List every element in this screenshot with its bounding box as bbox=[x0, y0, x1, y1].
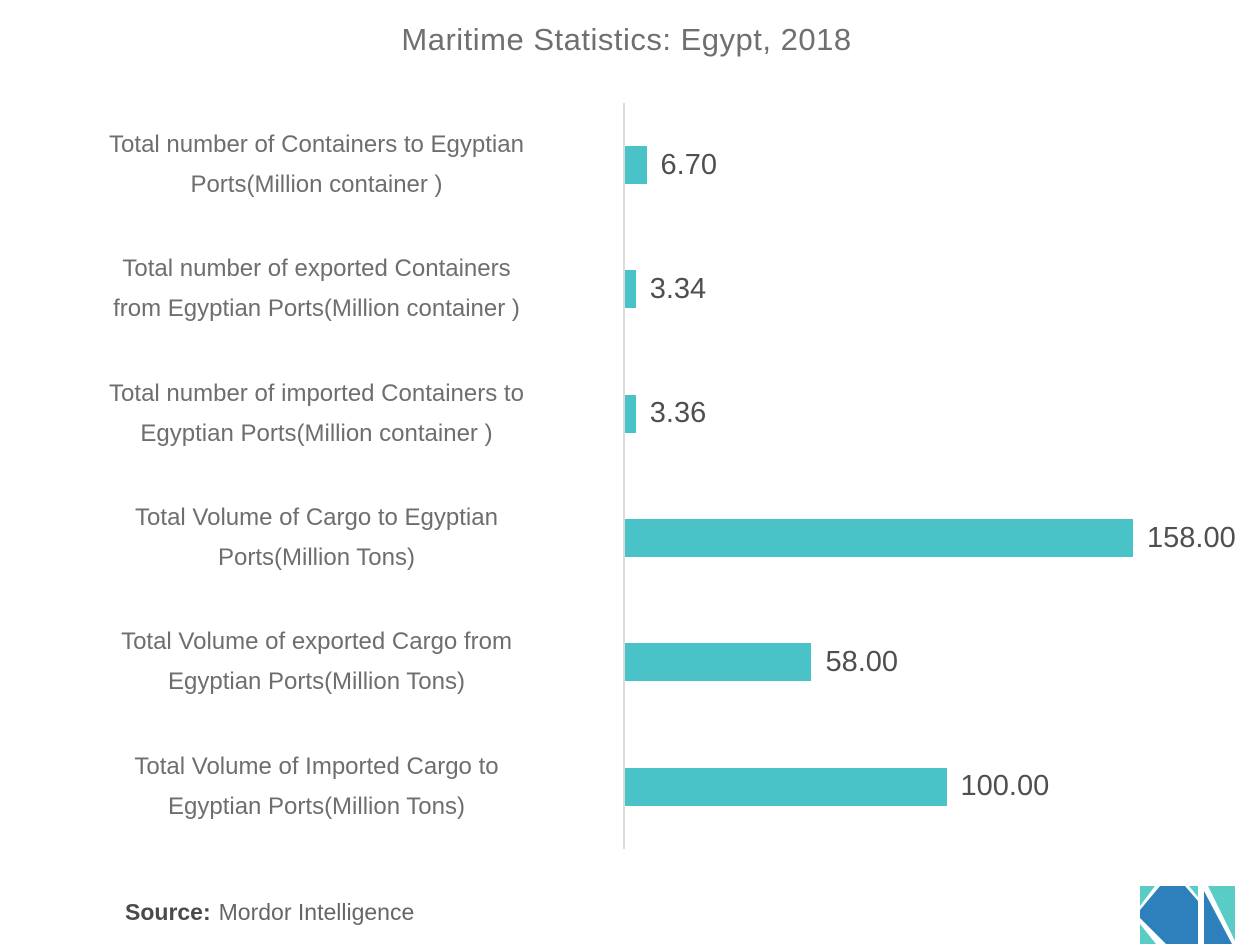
category-label: Total number of imported Containers to E… bbox=[109, 379, 524, 447]
value-label: 158.00 bbox=[1147, 521, 1236, 554]
plot-area: 158.00 bbox=[623, 475, 1253, 601]
bar bbox=[625, 146, 647, 185]
category-label: Total Volume of Imported Cargo to Egypti… bbox=[134, 752, 499, 820]
value-label: 6.70 bbox=[660, 148, 717, 181]
category-label: Total Volume of exported Cargo from Egyp… bbox=[121, 628, 512, 696]
category-label: Total Volume of Cargo to Egyptian Ports(… bbox=[135, 504, 498, 572]
logo-shape-right-blue bbox=[1204, 891, 1232, 944]
logo-shape-right-teal bbox=[1208, 886, 1235, 941]
value-label: 3.36 bbox=[649, 397, 707, 430]
plot-area: 6.70 bbox=[623, 103, 1253, 228]
logo-shape-bottom-left bbox=[1140, 924, 1156, 944]
source-line: Source: Mordor Intelligence bbox=[125, 899, 414, 926]
bar bbox=[625, 643, 812, 682]
plot-area: 3.36 bbox=[623, 351, 1253, 476]
value-label: 100.00 bbox=[960, 770, 1050, 803]
category-label: Total number of Containers to Egyptian P… bbox=[109, 131, 524, 199]
plot-area: 3.34 bbox=[623, 227, 1253, 352]
value-label: 3.34 bbox=[649, 272, 707, 305]
plot-area: 58.00 bbox=[623, 600, 1253, 725]
category-label: Total number of exported Containers from… bbox=[113, 255, 520, 323]
chart-row: Total Volume of Cargo to Egyptian Ports(… bbox=[0, 475, 1253, 601]
bar bbox=[625, 270, 636, 309]
bar-chart: Total number of Containers to Egyptian P… bbox=[0, 103, 1253, 849]
logo-shape-top-left bbox=[1140, 886, 1155, 906]
bar bbox=[625, 394, 636, 433]
bar bbox=[625, 767, 947, 806]
plot-area: 100.00 bbox=[623, 724, 1253, 849]
chart-title: Maritime Statistics: Egypt, 2018 bbox=[401, 22, 852, 57]
source-text: Mordor Intelligence bbox=[218, 899, 415, 925]
mordor-intelligence-logo bbox=[1140, 886, 1235, 944]
chart-row: Total number of exported Containers from… bbox=[0, 227, 1253, 352]
chart-row: Total number of Containers to Egyptian P… bbox=[0, 103, 1253, 228]
bar bbox=[625, 519, 1133, 558]
logo-shape-diagonal bbox=[1140, 886, 1198, 944]
chart-row: Total Volume of Imported Cargo to Egypti… bbox=[0, 724, 1253, 849]
logo-shape-top-notch bbox=[1189, 886, 1198, 897]
chart-row: Total Volume of exported Cargo from Egyp… bbox=[0, 600, 1253, 725]
source-label: Source: bbox=[125, 899, 211, 925]
value-label: 58.00 bbox=[825, 645, 899, 678]
chart-row: Total number of imported Containers to E… bbox=[0, 351, 1253, 476]
